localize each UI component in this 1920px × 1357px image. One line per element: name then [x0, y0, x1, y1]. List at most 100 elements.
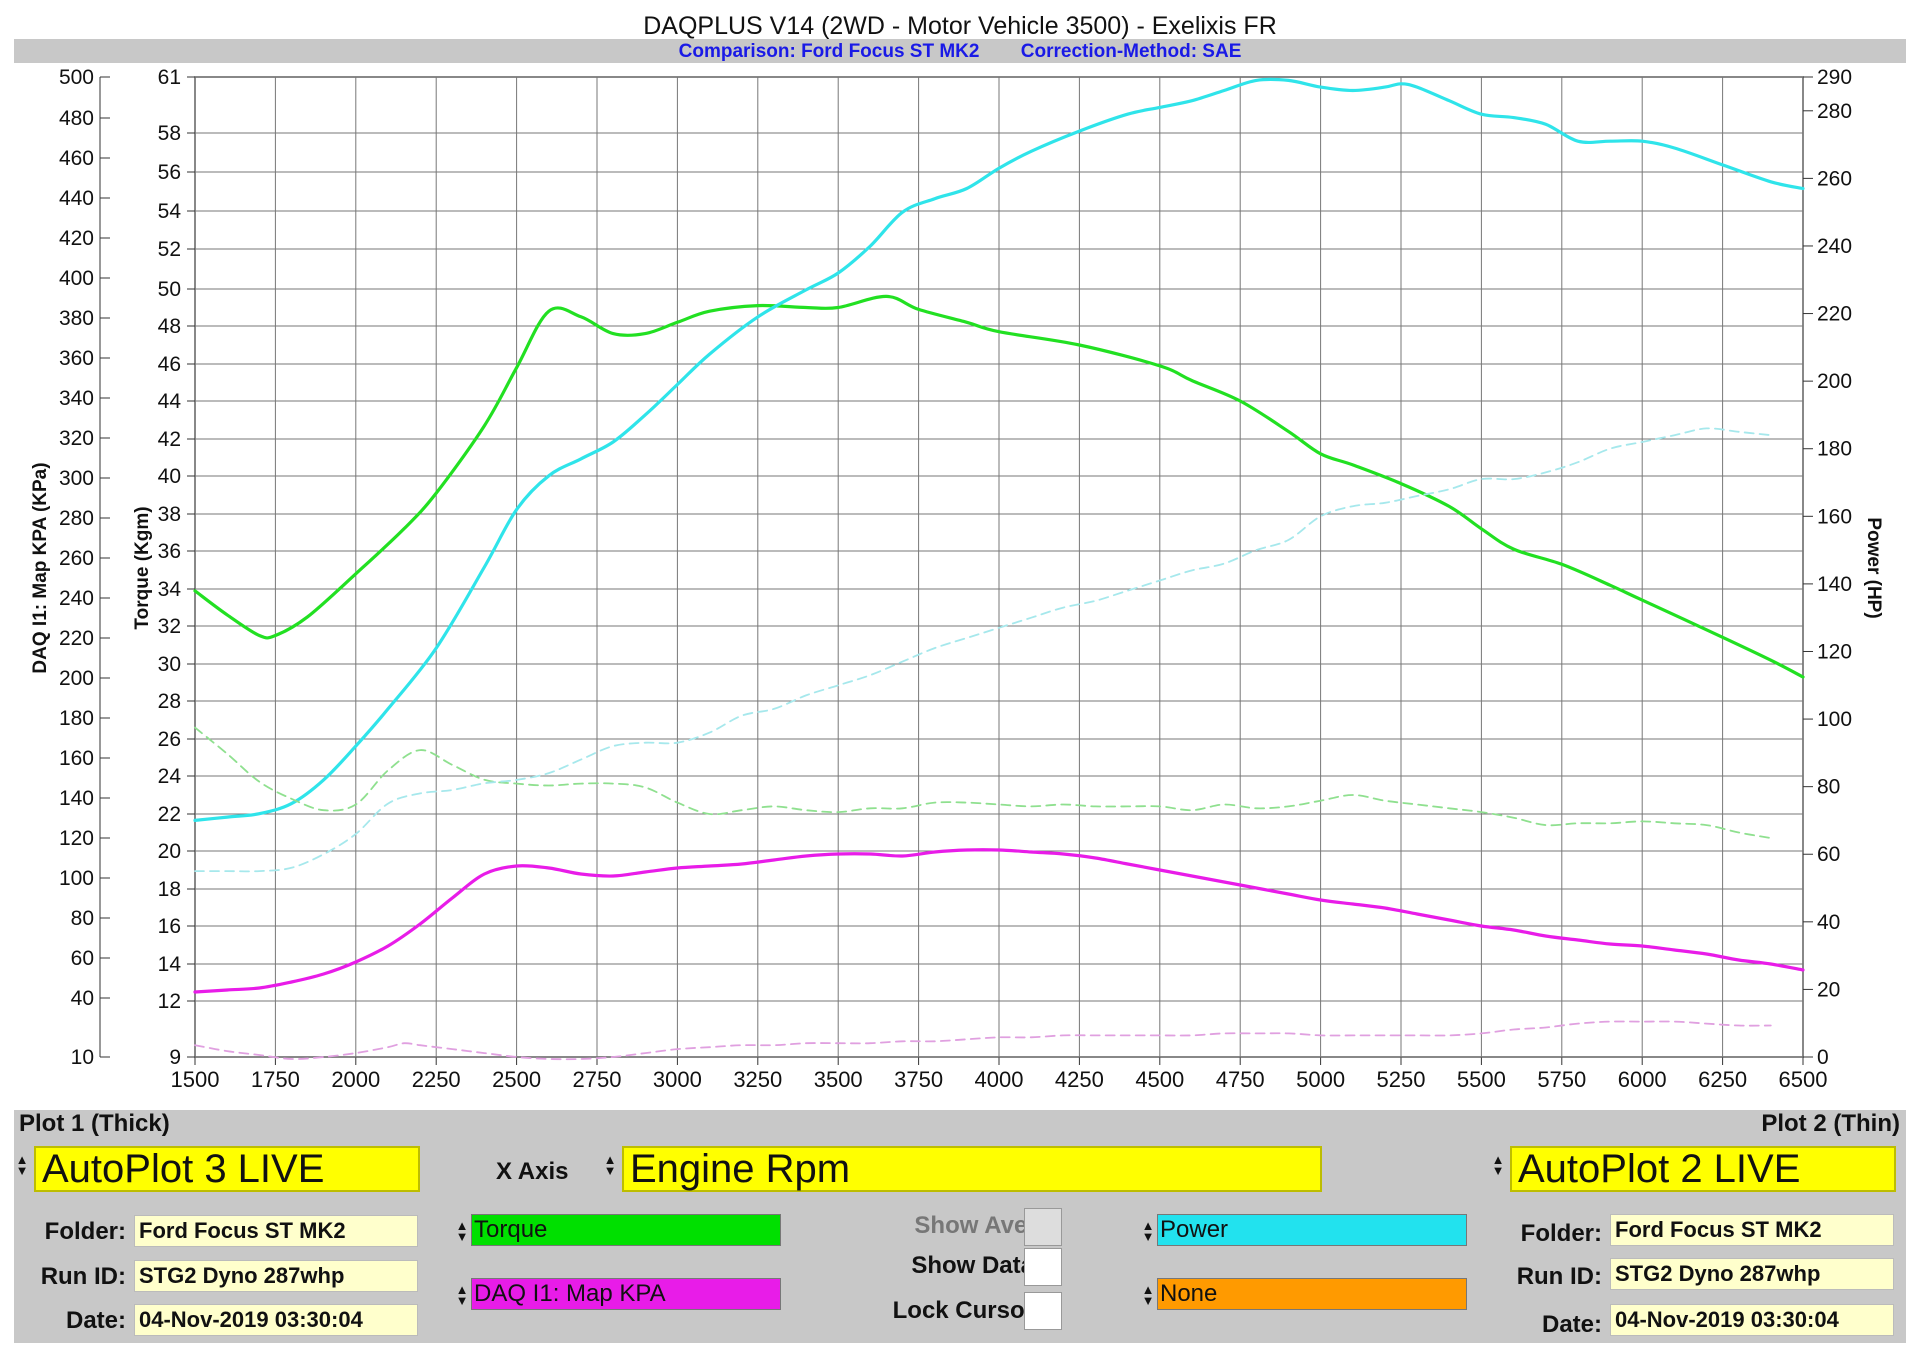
power-tick-label: 280 — [1817, 100, 1852, 123]
show-ave-checkbox[interactable] — [1024, 1208, 1062, 1246]
x-tick-label: 5500 — [1457, 1067, 1506, 1092]
plot1-runid-label: Run ID: — [40, 1263, 126, 1290]
plot1-kpa-line — [193, 848, 1805, 994]
kpa-axis-title: DAQ I1: Map KPA (KPa) — [30, 462, 51, 673]
channel1-spinner-icon[interactable]: ▲ ▼ — [455, 1218, 469, 1244]
x-tick-label: 4250 — [1055, 1067, 1104, 1092]
torque-tick-label: 24 — [158, 765, 182, 788]
channel3-select[interactable]: Power — [1157, 1214, 1467, 1246]
kpa-tick-label: 100 — [59, 867, 94, 890]
power-tick-label: 0 — [1817, 1046, 1829, 1069]
kpa-tick-label: 440 — [59, 187, 94, 210]
torque-tick-label: 61 — [158, 66, 181, 89]
kpa-tick-label: 360 — [59, 347, 94, 370]
x-tick-label: 6000 — [1618, 1067, 1667, 1092]
kpa-tick-label: 10 — [71, 1046, 94, 1069]
channel4-spinner-icon[interactable]: ▲ ▼ — [1141, 1282, 1155, 1308]
plot2-folder-label: Folder: — [1520, 1220, 1602, 1247]
show-data-checkbox[interactable] — [1024, 1248, 1062, 1286]
torque-tick-label: 14 — [158, 953, 182, 976]
plot2-date-field[interactable]: 04-Nov-2019 03:30:04 — [1610, 1304, 1894, 1336]
kpa-tick-label: 60 — [71, 947, 94, 970]
x-axis-spinner-icon[interactable]: ▲ ▼ — [603, 1152, 617, 1178]
plot1-folder-field[interactable]: Ford Focus ST MK2 — [134, 1215, 418, 1247]
plot1-date-label: Date: — [65, 1307, 126, 1334]
torque-tick-label: 36 — [158, 540, 181, 563]
x-tick-label: 2250 — [412, 1067, 461, 1092]
kpa-tick-label: 500 — [59, 66, 94, 89]
torque-tick-label: 22 — [158, 803, 181, 826]
torque-tick-label: 16 — [158, 915, 181, 938]
plot2-runid-field[interactable]: STG2 Dyno 287whp — [1610, 1258, 1894, 1290]
channel4-select[interactable]: None — [1157, 1278, 1467, 1310]
comparison-label: Comparison: Ford Focus ST MK2 — [678, 41, 980, 62]
power-tick-label: 220 — [1817, 303, 1852, 326]
x-axis-select[interactable]: Engine Rpm — [622, 1146, 1322, 1192]
x-tick-label: 1500 — [171, 1067, 220, 1092]
torque-tick-label: 32 — [158, 615, 181, 638]
x-tick-label: 5250 — [1377, 1067, 1426, 1092]
kpa-tick-label: 120 — [59, 827, 94, 850]
kpa-tick-label: 140 — [59, 787, 94, 810]
plot2-kpa-line — [194, 1020, 1772, 1061]
torque-tick-label: 18 — [158, 878, 181, 901]
x-tick-label: 2750 — [573, 1067, 622, 1092]
kpa-tick-label: 160 — [59, 747, 94, 770]
kpa-tick-label: 340 — [59, 387, 94, 410]
channel2-spinner-icon[interactable]: ▲ ▼ — [455, 1282, 469, 1308]
power-tick-label: 80 — [1817, 776, 1840, 799]
channel3-spinner-icon[interactable]: ▲ ▼ — [1141, 1218, 1155, 1244]
plot2-spinner-icon[interactable]: ▲ ▼ — [1491, 1152, 1505, 1178]
dyno-chart[interactable]: 1500 1750 2000 2250 2500 2750 3000 3250 3500 3750… — [0, 0, 1920, 1108]
x-tick-label: 3750 — [894, 1067, 943, 1092]
torque-tick-label: 26 — [158, 728, 181, 751]
show-ave-label: Show Ave. — [914, 1212, 1034, 1239]
lock-cursor-checkbox[interactable] — [1024, 1292, 1062, 1330]
plot2-date-label: Date: — [1541, 1311, 1602, 1338]
power-tick-label: 140 — [1817, 573, 1852, 596]
power-tick-label: 180 — [1817, 438, 1852, 461]
torque-tick-label: 54 — [158, 200, 182, 223]
x-tick-label: 5000 — [1296, 1067, 1345, 1092]
kpa-tick-label: 40 — [71, 987, 94, 1010]
power-axis-title: Power (HP) — [1863, 517, 1884, 618]
correction-label: Correction-Method: SAE — [1020, 41, 1242, 62]
kpa-tick-label: 260 — [59, 547, 94, 570]
plot1-date-field[interactable]: 04-Nov-2019 03:30:04 — [134, 1304, 418, 1336]
kpa-tick-label: 240 — [59, 587, 94, 610]
torque-tick-label: 48 — [158, 315, 181, 338]
subtitle: Comparison: Ford Focus ST MK2 Correction… — [0, 41, 1920, 63]
torque-tick-label: 9 — [169, 1046, 181, 1069]
torque-tick-label: 40 — [158, 465, 181, 488]
torque-axis-title: Torque (Kgm) — [132, 506, 153, 629]
power-tick-label: 120 — [1817, 640, 1852, 663]
torque-tick-label: 52 — [158, 238, 181, 261]
plot2-folder-field[interactable]: Ford Focus ST MK2 — [1610, 1214, 1894, 1246]
plot2-label: Plot 2 (Thin) — [1761, 1110, 1900, 1137]
plot1-torque-line — [193, 294, 1805, 679]
plot1-spinner-icon[interactable]: ▲ ▼ — [15, 1152, 29, 1178]
x-tick-label: 4750 — [1216, 1067, 1265, 1092]
kpa-tick-label: 480 — [59, 107, 94, 130]
x-tick-label: 4500 — [1135, 1067, 1184, 1092]
x-tick-label: 2500 — [492, 1067, 541, 1092]
torque-tick-label: 30 — [158, 653, 181, 676]
power-tick-label: 200 — [1817, 370, 1852, 393]
kpa-tick-label: 220 — [59, 627, 94, 650]
channel1-select[interactable]: Torque — [471, 1214, 781, 1246]
torque-tick-label: 58 — [158, 122, 181, 145]
kpa-tick-label: 460 — [59, 147, 94, 170]
plot1-folder-label: Folder: — [44, 1218, 126, 1245]
power-tick-label: 260 — [1817, 167, 1852, 190]
plot1-runid-field[interactable]: STG2 Dyno 287whp — [134, 1260, 418, 1292]
kpa-tick-label: 280 — [59, 507, 94, 530]
power-tick-label: 40 — [1817, 911, 1840, 934]
power-tick-label: 160 — [1817, 505, 1852, 528]
window-title: DAQPLUS V14 (2WD - Motor Vehicle 3500) -… — [643, 12, 1277, 40]
plot1-label: Plot 1 (Thick) — [19, 1110, 170, 1137]
channel2-select[interactable]: DAQ I1: Map KPA — [471, 1278, 781, 1310]
plot1-select[interactable]: AutoPlot 3 LIVE — [34, 1146, 420, 1192]
plot1-power-line — [193, 77, 1805, 822]
torque-tick-label: 56 — [158, 161, 181, 184]
plot2-select[interactable]: AutoPlot 2 LIVE — [1510, 1146, 1896, 1192]
